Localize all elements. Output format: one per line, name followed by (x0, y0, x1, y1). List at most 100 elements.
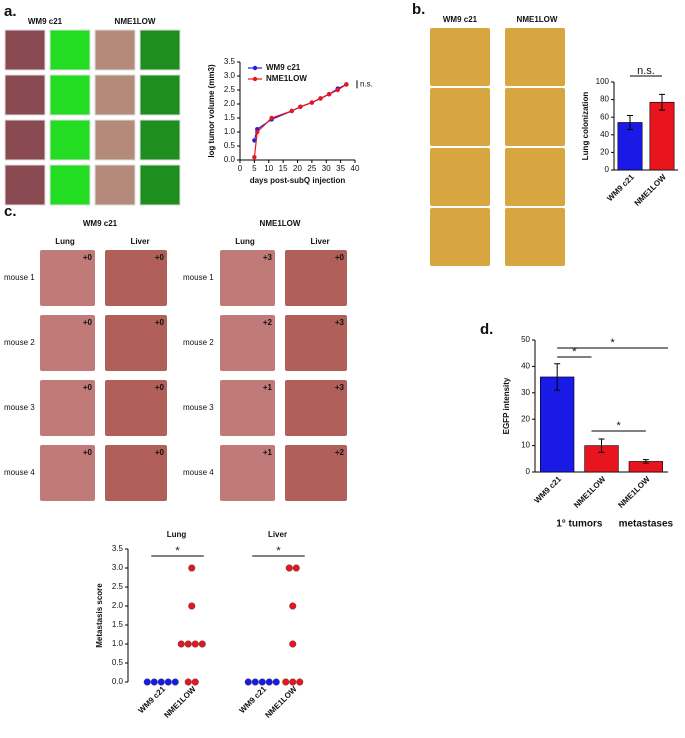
x-tick-label: NME1LOW (162, 684, 198, 720)
data-point (272, 678, 280, 686)
data-point (252, 155, 257, 160)
photo-bg (139, 29, 181, 71)
metastasis-count: +3 (335, 318, 345, 327)
photo (140, 165, 180, 205)
photo (285, 250, 347, 306)
x-tick-label: 20 (293, 164, 302, 173)
photo (40, 445, 95, 501)
mouse-label: mouse 4 (4, 468, 35, 477)
metastasis-count: +0 (83, 253, 93, 262)
panel-label: c. (4, 203, 17, 220)
y-tick-label: 2.5 (224, 85, 236, 94)
significance-label: * (610, 337, 615, 349)
y-axis-label: Lung colonization (581, 92, 590, 161)
error-bar (627, 114, 633, 131)
data-point (296, 678, 304, 686)
photo (430, 28, 490, 86)
mouse-label: mouse 3 (4, 403, 35, 412)
data-point (252, 138, 257, 143)
y-tick-label: 0.0 (112, 677, 124, 686)
x-axis-label: days post-subQ injection (250, 176, 346, 185)
y-tick-label: 40 (600, 130, 609, 139)
error-bar (659, 93, 665, 111)
x-tick-label: WM9 c21 (605, 172, 636, 203)
y-tick-label: 3.5 (112, 544, 124, 553)
x-tick-label: WM9 c21 (238, 684, 269, 715)
photo (430, 148, 490, 206)
data-point (289, 602, 297, 610)
x-tick-label: 35 (336, 164, 345, 173)
data-point (344, 82, 349, 87)
y-tick-label: 3.0 (112, 563, 124, 572)
mouse-label: mouse 2 (4, 338, 35, 347)
photo (505, 148, 565, 206)
y-tick-label: 1.0 (224, 127, 236, 136)
y-tick-label: 0 (605, 165, 610, 174)
data-point (289, 640, 297, 648)
organ-label: Lung (55, 237, 75, 246)
photo (430, 208, 490, 266)
photo (5, 165, 45, 205)
photo (105, 380, 167, 436)
legend-marker (252, 65, 258, 71)
significance-label: * (572, 346, 577, 358)
x-tick-label: WM9 c21 (137, 684, 168, 715)
x-tick-label: 30 (322, 164, 331, 173)
y-axis-label: EGFP intensity (502, 377, 511, 434)
y-tick-label: 0 (526, 467, 531, 476)
metastasis-count: +2 (263, 318, 273, 327)
mouse-label: mouse 3 (183, 403, 214, 412)
photo (40, 250, 95, 306)
x-tick-label: 15 (279, 164, 288, 173)
photo (505, 28, 565, 86)
column-header: WM9 c21 (83, 219, 118, 228)
organ-label: Lung (235, 237, 255, 246)
metastasis-count: +0 (83, 318, 93, 327)
data-point (289, 678, 297, 686)
data-point (164, 678, 172, 686)
photo-bg (4, 164, 46, 206)
legend-marker (252, 76, 258, 82)
group-label: Lung (167, 530, 187, 539)
y-tick-label: 2.0 (224, 99, 236, 108)
y-axis-label: log tumor volume (mm3) (207, 64, 216, 158)
photo-bg (49, 29, 91, 71)
column-header: WM9 c21 (28, 17, 63, 26)
metastasis-count: +1 (263, 383, 273, 392)
y-tick-label: 0.5 (224, 141, 236, 150)
error-bar (642, 459, 649, 464)
photo (50, 165, 90, 205)
photo-bg (49, 74, 91, 116)
y-tick-label: 20 (600, 148, 609, 157)
y-tick-label: 60 (600, 112, 609, 121)
x-tick-label: WM9 c21 (533, 474, 564, 505)
photo-bg (139, 119, 181, 161)
data-point (184, 678, 192, 686)
photo (50, 120, 90, 160)
photo-bg (139, 74, 181, 116)
x-tick-label: 5 (252, 164, 257, 173)
series-line (253, 83, 347, 158)
data-point (255, 129, 260, 135)
x-tick-label: NME1LOW (633, 172, 669, 208)
mouse-label: mouse 1 (183, 273, 214, 282)
data-point (244, 678, 252, 686)
y-tick-label: 30 (521, 388, 530, 397)
photo-bg (139, 164, 181, 206)
organ-label: Liver (130, 237, 149, 246)
photo (220, 445, 275, 501)
x-tick-label: NME1LOW (616, 474, 652, 510)
y-tick-label: 1.5 (224, 113, 236, 122)
significance-label: * (617, 420, 622, 432)
data-point (188, 564, 196, 572)
bar (649, 101, 675, 171)
error-bar (554, 363, 561, 391)
panel-label: b. (412, 1, 425, 18)
data-point (289, 108, 294, 114)
column-header: NME1LOW (260, 219, 301, 228)
data-point (318, 96, 323, 101)
data-point (150, 678, 158, 686)
y-tick-label: 1.0 (112, 639, 124, 648)
y-tick-label: 50 (521, 335, 530, 344)
